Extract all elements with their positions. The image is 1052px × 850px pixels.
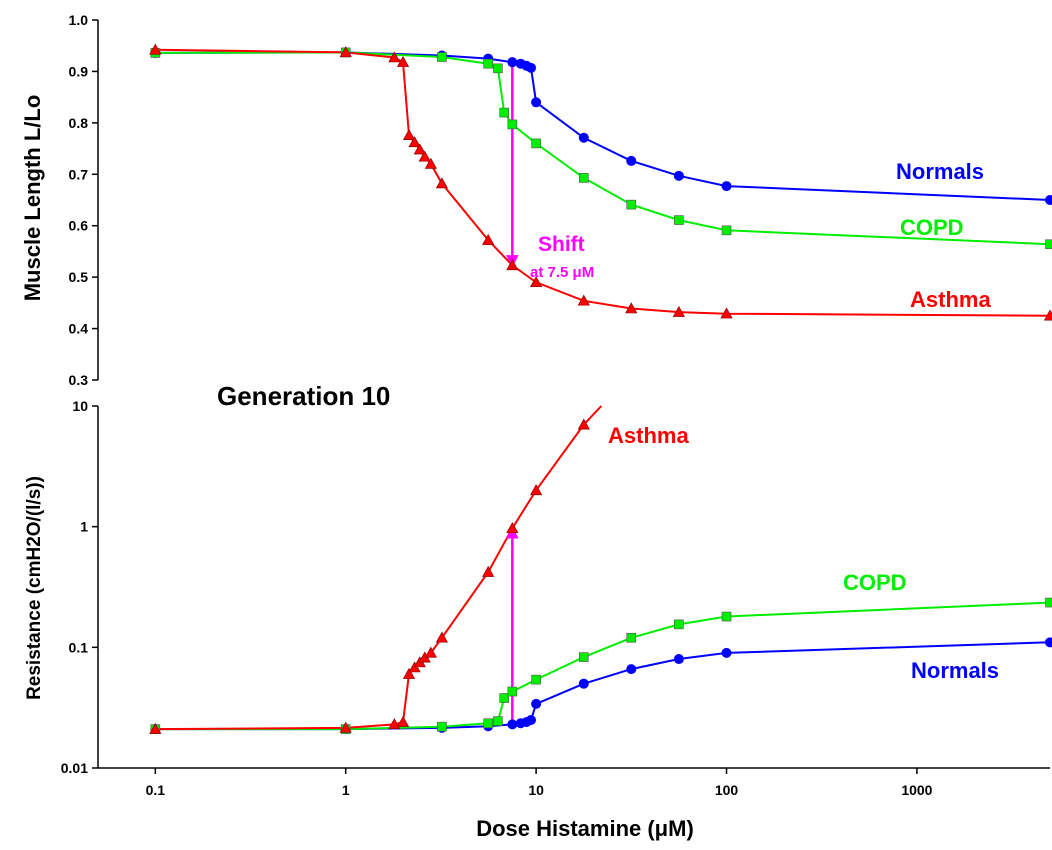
top-y-tick-label: 0.8 [69,115,89,131]
square-marker [722,612,731,621]
circle-marker [722,181,732,191]
square-marker [674,620,683,629]
square-marker [722,226,731,235]
circle-marker [526,715,536,725]
square-marker [508,120,517,129]
bottom-y-tick-label: 0.1 [69,639,89,655]
bottom-y-tick-label: 1 [80,519,88,535]
square-marker [484,59,493,68]
circle-marker [626,664,636,674]
circle-marker [507,57,517,67]
square-marker [1046,598,1052,607]
top-y-tick-label: 0.9 [69,63,89,79]
bottom-y-tick-label: 0.01 [61,760,88,776]
square-marker [532,675,541,684]
square-marker [508,687,517,696]
x-tick-label: 1000 [901,782,932,798]
square-marker [1046,240,1052,249]
square-marker [674,216,683,225]
top-series-label-copd: COPD [900,215,964,240]
bottom-series-label-normals: Normals [911,658,999,683]
circle-marker [626,156,636,166]
circle-marker [579,679,589,689]
circle-marker [674,654,684,664]
square-marker [579,173,588,182]
square-marker [493,64,502,73]
square-marker [484,719,493,728]
circle-marker [722,648,732,658]
top-y-tick-label: 1.0 [69,12,89,28]
top-y-axis-title: Muscle Length L/Lo [20,95,45,302]
circle-marker [531,699,541,709]
square-marker [493,717,502,726]
x-tick-label: 100 [715,782,739,798]
circle-marker [507,719,517,729]
circle-marker [526,63,536,73]
x-tick-label: 1 [342,782,350,798]
square-marker [627,633,636,642]
top-y-tick-label: 0.5 [69,269,89,285]
square-marker [532,139,541,148]
circle-marker [674,171,684,181]
bottom-series-label-copd: COPD [843,570,907,595]
bottom-series-line-normals [155,642,1050,729]
triangle-marker [404,130,415,140]
panel-title-generation: Generation 10 [217,381,390,411]
square-marker [437,722,446,731]
x-tick-label: 10 [528,782,544,798]
square-marker [437,53,446,62]
top-y-tick-label: 0.6 [69,218,89,234]
bottom-series-label-asthma: Asthma [608,423,689,448]
shift-sublabel: at 7.5 μM [530,264,594,281]
circle-marker [1045,637,1052,647]
top-series-label-normals: Normals [896,159,984,184]
circle-marker [1045,195,1052,205]
square-marker [627,200,636,209]
top-y-tick-label: 0.4 [69,321,89,337]
x-axis-title: Dose Histamine (μM) [476,816,694,841]
bottom-y-tick-label: 10 [72,398,88,414]
triangle-marker [436,178,447,188]
circle-marker [531,97,541,107]
bottom-y-axis-title: Resistance (cmH2O/(l/s)) [24,476,45,700]
top-series-label-asthma: Asthma [910,287,991,312]
square-marker [579,653,588,662]
triangle-marker [483,567,494,577]
x-tick-label: 0.1 [146,782,166,798]
square-marker [500,694,509,703]
top-y-tick-label: 0.3 [69,372,89,388]
triangle-marker [507,523,518,533]
top-y-tick-label: 0.7 [69,166,89,182]
triangle-marker [398,717,409,727]
square-marker [500,108,509,117]
circle-marker [579,133,589,143]
shift-label: Shift [538,233,585,256]
